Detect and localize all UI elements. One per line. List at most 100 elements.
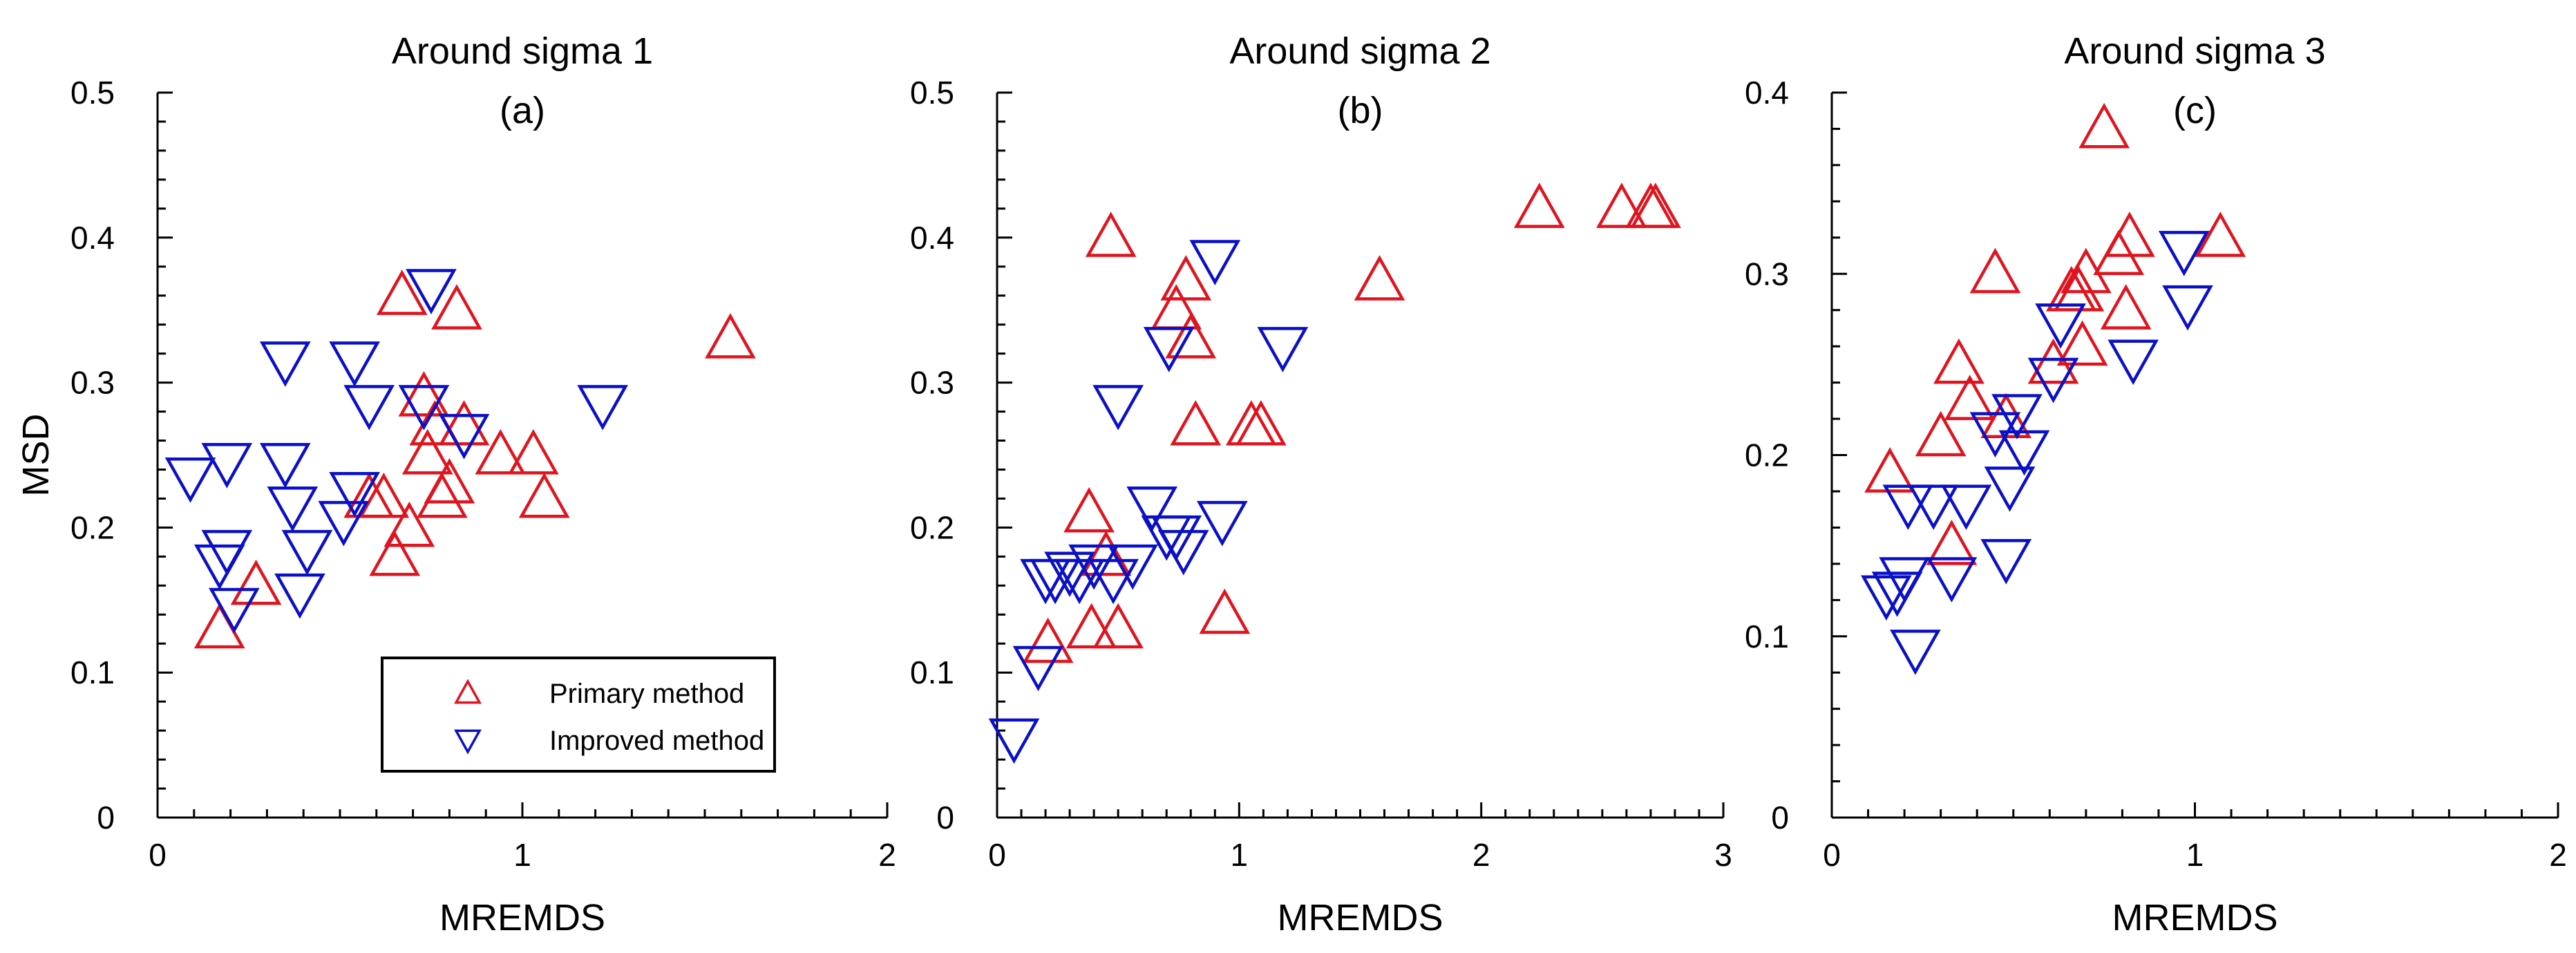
primary-method-point bbox=[1080, 530, 1132, 576]
improved-method-point bbox=[164, 457, 216, 503]
improved-method-point bbox=[1969, 412, 2021, 458]
x-tick-label: 3 bbox=[1714, 837, 1732, 873]
improved-method-point bbox=[2162, 285, 2213, 331]
improved-method-point bbox=[259, 443, 311, 489]
improved-method-point bbox=[193, 544, 245, 590]
x-tick-label: 2 bbox=[2549, 837, 2567, 873]
y-tick-label: 0.4 bbox=[1745, 75, 1789, 111]
primary-method-point bbox=[383, 501, 435, 547]
improved-method-point bbox=[318, 500, 370, 547]
improved-method-point bbox=[1882, 484, 1934, 530]
y-tick-label: 0 bbox=[97, 800, 115, 836]
primary-method-point bbox=[2093, 229, 2144, 276]
improved-method-point bbox=[2158, 231, 2210, 276]
primary-method-point bbox=[705, 313, 756, 359]
chart-subtitle: (b) bbox=[1338, 90, 1383, 131]
primary-method-point bbox=[1085, 211, 1137, 257]
x-tick-label: 1 bbox=[513, 837, 531, 873]
x-axis-label: MREMDS bbox=[1278, 897, 1443, 938]
x-tick-label: 1 bbox=[2186, 837, 2204, 873]
y-tick-label: 0.4 bbox=[910, 220, 954, 256]
y-tick-label: 0 bbox=[936, 800, 954, 836]
primary-method-point bbox=[1160, 255, 1212, 301]
legend-improved-label: Improved method bbox=[549, 726, 764, 756]
improved-method-point bbox=[281, 529, 333, 576]
primary-method-point bbox=[2053, 265, 2105, 312]
chart-subtitle: (a) bbox=[500, 90, 545, 131]
x-tick-label: 0 bbox=[149, 837, 167, 873]
primary-method-point bbox=[1926, 520, 1978, 565]
improved-method-point bbox=[1991, 394, 2043, 440]
primary-method-point bbox=[1915, 411, 1967, 457]
primary-method-point bbox=[2056, 320, 2108, 366]
improved-method-point bbox=[209, 587, 260, 634]
primary-method-point bbox=[2078, 102, 2130, 149]
primary-method-point bbox=[230, 559, 282, 605]
improved-method-point bbox=[329, 341, 380, 387]
primary-method-point bbox=[376, 270, 428, 315]
primary-method-point bbox=[1969, 247, 2021, 294]
primary-method-point bbox=[1864, 447, 1915, 493]
improved-method-point bbox=[1860, 575, 1912, 621]
legend-box bbox=[381, 657, 776, 773]
y-axis-label: MSD bbox=[15, 414, 57, 497]
legend-improved-marker bbox=[454, 729, 482, 755]
improved-method-point bbox=[1257, 327, 1309, 372]
improved-method-point bbox=[1107, 544, 1159, 590]
x-axis-label: MREMDS bbox=[2112, 897, 2278, 938]
primary-method-point bbox=[1513, 182, 1565, 228]
primary-method-point bbox=[1165, 313, 1217, 359]
primary-method-point bbox=[1066, 603, 1117, 649]
primary-method-point bbox=[1170, 399, 1222, 446]
y-tick-label: 0.3 bbox=[910, 365, 954, 401]
primary-method-point bbox=[416, 472, 468, 518]
primary-method-point bbox=[358, 472, 410, 518]
improved-method-point bbox=[329, 471, 380, 518]
primary-method-point bbox=[1235, 399, 1287, 446]
chart-panel-1: 0 0.1 0.2 0.3 0.4 0.5 0 1 2 Around sigma 1 (a) MREM… bbox=[15, 30, 896, 938]
primary-method-point bbox=[2027, 338, 2079, 384]
primary-method-point bbox=[369, 530, 421, 576]
improved-method-point bbox=[398, 385, 450, 431]
primary-method-point bbox=[1354, 255, 1405, 301]
primary-method-point bbox=[2100, 284, 2152, 330]
legend-primary-marker bbox=[454, 679, 482, 704]
improved-method-point bbox=[274, 573, 325, 619]
improved-method-point bbox=[1044, 551, 1095, 597]
improved-method-point bbox=[577, 385, 629, 431]
y-tick-label: 0.5 bbox=[910, 75, 954, 111]
improved-method-point bbox=[1157, 529, 1209, 576]
primary-method-point bbox=[1063, 487, 1115, 533]
improved-method-point bbox=[2035, 303, 2086, 349]
primary-method-point bbox=[398, 370, 450, 417]
improved-method-point bbox=[201, 529, 253, 576]
improved-method-point bbox=[1196, 500, 1248, 547]
primary-method-point bbox=[518, 472, 570, 518]
primary-method-point bbox=[507, 428, 559, 475]
y-tick-label: 0.3 bbox=[1745, 256, 1789, 292]
primary-method-point bbox=[475, 428, 527, 475]
y-tick-label: 0.3 bbox=[70, 365, 115, 401]
primary-method-point bbox=[438, 399, 490, 446]
primary-method-point bbox=[2104, 211, 2155, 257]
primary-method-point bbox=[424, 457, 475, 504]
improved-method-point bbox=[2108, 339, 2159, 386]
primary-method-point bbox=[1933, 338, 1985, 384]
primary-method-point bbox=[2195, 211, 2246, 257]
improved-method-point bbox=[1998, 430, 2050, 476]
improved-method-point bbox=[1189, 240, 1241, 285]
primary-method-point bbox=[1022, 617, 1074, 663]
improved-method-point bbox=[1879, 557, 1930, 603]
y-tick-label: 0.2 bbox=[1745, 437, 1789, 473]
y-tick-label: 0 bbox=[1771, 800, 1789, 836]
improved-method-point bbox=[1143, 327, 1195, 372]
improved-method-point bbox=[1092, 385, 1144, 431]
primary-method-point bbox=[1944, 375, 1996, 420]
primary-method-point bbox=[431, 284, 482, 330]
improved-method-point bbox=[1980, 538, 2032, 585]
x-tick-label: 1 bbox=[1231, 837, 1249, 873]
x-tick-label: 2 bbox=[878, 837, 896, 873]
improved-method-point bbox=[259, 341, 311, 387]
chart-title: Around sigma 1 bbox=[392, 30, 653, 72]
chart-panel-2: 0 0.1 0.2 0.3 0.4 0.5 0 1 2 3 Around sigma 2 (b) MRE… bbox=[910, 30, 1732, 938]
